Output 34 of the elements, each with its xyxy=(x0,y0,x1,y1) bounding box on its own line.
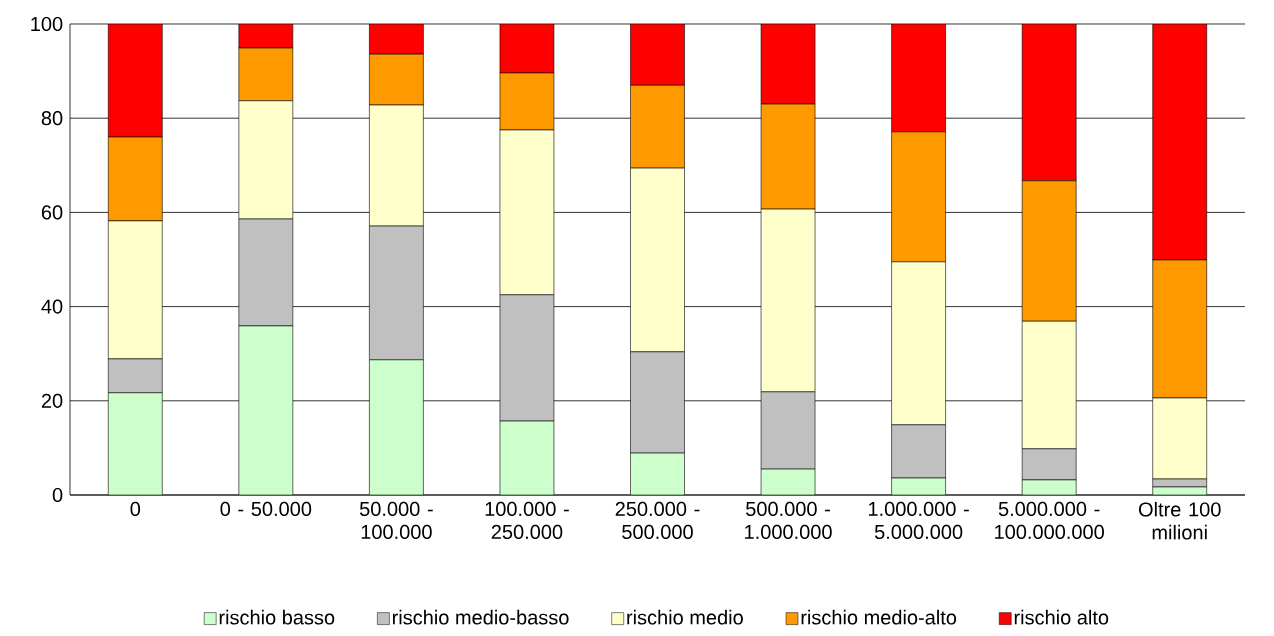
legend-label: rischio alto xyxy=(1014,609,1109,625)
x-tick-label: 100.000 - 250.000 xyxy=(485,501,569,540)
legend-label: rischio basso xyxy=(219,609,335,625)
y-tick-label: 40 xyxy=(41,299,63,314)
y-tick-label: 100 xyxy=(31,16,63,32)
y-tick-label: 20 xyxy=(41,393,63,408)
bar xyxy=(238,23,294,49)
x-tick-label: Oltre 100 milioni xyxy=(1138,501,1221,540)
x-tick-label: 0 xyxy=(130,501,141,517)
x-tick-label: 0 - 50.000 xyxy=(220,501,312,517)
y-tick-label: 60 xyxy=(41,205,63,220)
bar xyxy=(630,23,685,86)
x-tick-label: 250.000 - 500.000 xyxy=(615,501,700,540)
y-tick-label: 0 xyxy=(52,487,63,503)
bar xyxy=(1021,23,1077,182)
bar xyxy=(760,23,816,105)
legend-label: rischio medio-alto xyxy=(801,609,957,625)
bar xyxy=(891,23,946,133)
bar xyxy=(630,452,685,495)
x-tick-label: 50.000 - 100.000 xyxy=(359,501,433,540)
bar xyxy=(499,420,555,495)
y-tick-label: 80 xyxy=(41,111,63,126)
bar xyxy=(369,23,424,55)
legend-label: rischio medio xyxy=(627,609,743,625)
x-tick-label: 5.000.000 - 100.000.000 xyxy=(995,501,1104,540)
bar xyxy=(238,325,294,495)
x-tick-label: 1.000.000 - 5.000.000 xyxy=(868,501,969,540)
bar xyxy=(369,359,424,495)
legend-label: rischio medio-basso xyxy=(392,609,569,625)
bar xyxy=(107,23,163,138)
bar xyxy=(499,23,555,74)
bar xyxy=(1152,23,1208,261)
x-tick-label: 500.000 - 1.000.000 xyxy=(745,501,832,540)
bar xyxy=(107,392,163,495)
